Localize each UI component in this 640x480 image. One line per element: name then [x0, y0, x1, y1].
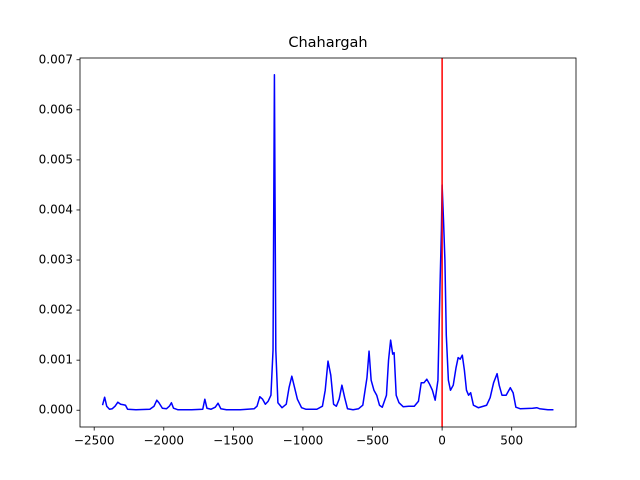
x-tick-label: −500 — [356, 434, 389, 448]
x-tick-label: −2000 — [143, 434, 184, 448]
x-tick-label: −2500 — [74, 434, 115, 448]
y-tick-label: 0.007 — [39, 52, 73, 66]
y-tick-label: 0.003 — [39, 253, 73, 267]
y-tick-label: 0.002 — [39, 303, 73, 317]
y-tick-label: 0.000 — [39, 403, 73, 417]
x-tick-label: 500 — [500, 434, 523, 448]
x-tick-label: −1000 — [283, 434, 324, 448]
data-line — [101, 74, 554, 411]
x-tick-label: 0 — [438, 434, 446, 448]
y-tick-label: 0.006 — [39, 102, 73, 116]
y-tick-label: 0.005 — [39, 152, 73, 166]
chart-title: Chahargah — [288, 35, 367, 51]
plot-frame — [79, 57, 577, 428]
x-tick-label: −1500 — [213, 434, 254, 448]
y-tick-label: 0.001 — [39, 353, 73, 367]
y-tick-label: 0.004 — [39, 202, 73, 216]
